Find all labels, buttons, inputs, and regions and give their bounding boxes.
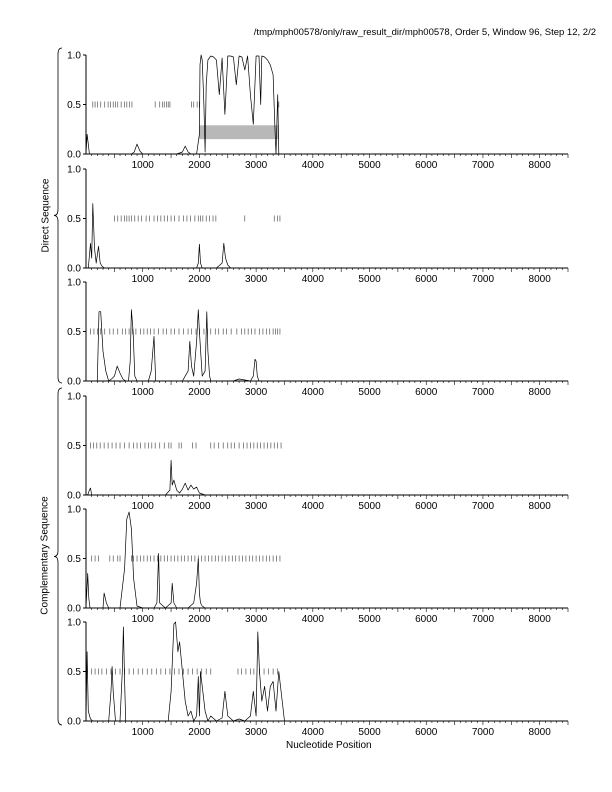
x-tick-label: 5000 [358, 614, 381, 625]
x-tick-label: 4000 [302, 387, 325, 398]
x-tick-label: 1000 [132, 160, 155, 171]
x-tick-label: 6000 [415, 387, 438, 398]
y-tick-label: 0.0 [67, 377, 81, 388]
y-tick-label: 1.0 [67, 505, 81, 516]
x-tick-label: 6000 [415, 160, 438, 171]
group-brackets [53, 47, 63, 726]
y-tick-label: 0.0 [67, 150, 81, 161]
x-tick-label: 2000 [188, 727, 211, 738]
x-tick-label: 3000 [245, 614, 268, 625]
complementary-bracket [53, 387, 63, 726]
data-series-line [86, 203, 313, 269]
y-tick-label: 1.0 [67, 392, 81, 403]
x-tick-label: 8000 [529, 501, 552, 512]
x-tick-label: 8000 [529, 387, 552, 398]
x-tick-label: 3000 [245, 274, 268, 285]
x-tick-label: 4000 [302, 501, 325, 512]
data-series-line [86, 460, 313, 496]
data-series-line [85, 621, 313, 722]
x-tick-label: 1000 [132, 501, 155, 512]
x-tick-label: 5000 [358, 387, 381, 398]
chart-panels: 0.0 0.5 1.0 1000 2000 3000 4000 5000 6000 7000 800… [67, 51, 569, 738]
x-tick-label: 7000 [472, 501, 495, 512]
data-series-line [85, 54, 313, 155]
x-tick-label: 4000 [302, 727, 325, 738]
x-tick-label: 6000 [415, 614, 438, 625]
x-tick-label: 8000 [529, 160, 552, 171]
y-tick-label: 0.5 [67, 214, 81, 225]
x-tick-label: 2000 [188, 501, 211, 512]
x-axis-label: Nucleotide Position [286, 740, 372, 751]
x-tick-label: 2000 [188, 614, 211, 625]
x-tick-label: 2000 [188, 387, 211, 398]
plot-title: /tmp/mph00578/only/raw_result_dir/mph005… [253, 27, 596, 38]
y-tick-label: 1.0 [67, 278, 81, 289]
x-tick-label: 6000 [415, 727, 438, 738]
y-tick-label: 1.0 [67, 618, 81, 629]
panel-3: 0.0 0.5 1.0 1000 2000 3000 4000 5000 6000 7000 800… [67, 278, 569, 398]
x-tick-label: 8000 [529, 614, 552, 625]
x-tick-label: 7000 [472, 727, 495, 738]
x-tick-label: 3000 [245, 501, 268, 512]
x-tick-label: 1000 [132, 727, 155, 738]
x-tick-label: 3000 [245, 387, 268, 398]
y-tick-label: 0.0 [67, 717, 81, 728]
x-tick-label: 5000 [358, 501, 381, 512]
x-tick-label: 1000 [132, 387, 155, 398]
x-tick-label: 8000 [529, 274, 552, 285]
x-tick-label: 3000 [245, 160, 268, 171]
x-tick-label: 2000 [188, 160, 211, 171]
x-tick-label: 5000 [358, 727, 381, 738]
x-tick-label: 5000 [358, 160, 381, 171]
x-tick-label: 5000 [358, 274, 381, 285]
y-tick-label: 1.0 [67, 165, 81, 176]
panel-4: 0.0 0.5 1.0 1000 2000 3000 4000 5000 6000 7000 800… [67, 392, 569, 512]
y-tick-label: 0.5 [67, 554, 81, 565]
x-tick-label: 8000 [529, 727, 552, 738]
x-tick-label: 7000 [472, 160, 495, 171]
x-tick-label: 7000 [472, 387, 495, 398]
x-tick-label: 7000 [472, 614, 495, 625]
x-tick-label: 6000 [415, 274, 438, 285]
y-tick-label: 0.5 [67, 100, 81, 111]
panel-6: 0.0 0.5 1.0 1000 2000 3000 4000 5000 6000 7000 800… [67, 618, 569, 738]
direct-bracket [53, 47, 63, 384]
x-tick-label: 4000 [302, 274, 325, 285]
x-tick-label: 2000 [188, 274, 211, 285]
x-tick-label: 4000 [302, 160, 325, 171]
panel-1: 0.0 0.5 1.0 1000 2000 3000 4000 5000 6000 7000 800… [67, 51, 569, 171]
y-tick-label: 0.5 [67, 441, 81, 452]
data-series-line [86, 309, 313, 382]
y-tick-label: 1.0 [67, 51, 81, 62]
x-tick-label: 4000 [302, 614, 325, 625]
x-tick-label: 3000 [245, 727, 268, 738]
x-tick-label: 1000 [132, 614, 155, 625]
panel-2: 0.0 0.5 1.0 1000 2000 3000 4000 5000 6000 7000 800… [67, 165, 569, 285]
x-tick-label: 6000 [415, 501, 438, 512]
x-tick-label: 7000 [472, 274, 495, 285]
y-tick-label: 0.0 [67, 491, 81, 502]
y-tick-label: 0.0 [67, 264, 81, 275]
x-tick-label: 1000 [132, 274, 155, 285]
panel-5: 0.0 0.5 1.0 1000 2000 3000 4000 5000 6000 7000 800… [67, 505, 569, 625]
highlight-region [199, 125, 279, 140]
y-tick-label: 0.5 [67, 667, 81, 678]
y-tick-label: 0.5 [67, 327, 81, 338]
data-series-line [85, 511, 313, 609]
y-tick-label: 0.0 [67, 604, 81, 615]
